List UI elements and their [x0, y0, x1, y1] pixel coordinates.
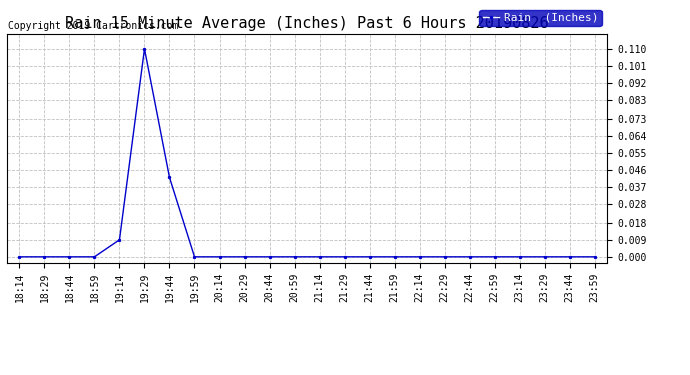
Rain  (Inches): [491, 255, 499, 259]
Rain  (Inches): [240, 255, 248, 259]
Rain  (Inches): [466, 255, 474, 259]
Text: Copyright 2019 Cartronics.com: Copyright 2019 Cartronics.com: [8, 21, 179, 32]
Rain  (Inches): [266, 255, 274, 259]
Line: Rain  (Inches): Rain (Inches): [17, 47, 597, 259]
Rain  (Inches): [315, 255, 324, 259]
Rain  (Inches): [115, 238, 124, 242]
Rain  (Inches): [15, 255, 23, 259]
Rain  (Inches): [515, 255, 524, 259]
Rain  (Inches): [290, 255, 299, 259]
Legend: Rain  (Inches): Rain (Inches): [480, 10, 602, 26]
Rain  (Inches): [591, 255, 599, 259]
Rain  (Inches): [140, 46, 148, 51]
Rain  (Inches): [566, 255, 574, 259]
Rain  (Inches): [40, 255, 48, 259]
Rain  (Inches): [190, 255, 199, 259]
Rain  (Inches): [366, 255, 374, 259]
Rain  (Inches): [440, 255, 449, 259]
Rain  (Inches): [166, 175, 174, 180]
Rain  (Inches): [540, 255, 549, 259]
Rain  (Inches): [415, 255, 424, 259]
Title: Rain 15 Minute Average (Inches) Past 6 Hours 20190826: Rain 15 Minute Average (Inches) Past 6 H…: [66, 16, 549, 31]
Rain  (Inches): [90, 255, 99, 259]
Rain  (Inches): [215, 255, 224, 259]
Rain  (Inches): [391, 255, 399, 259]
Rain  (Inches): [66, 255, 74, 259]
Rain  (Inches): [340, 255, 348, 259]
